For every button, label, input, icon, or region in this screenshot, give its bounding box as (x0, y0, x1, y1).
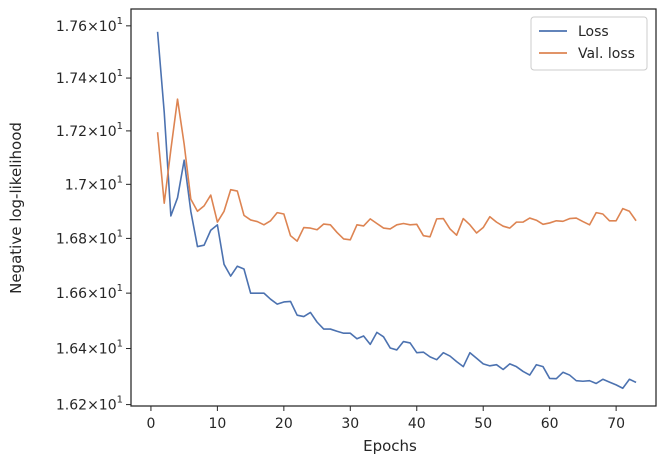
y-axis: 1.62×1011.64×1011.66×1011.68×1011.7×1011… (56, 16, 131, 414)
y-tick-base: 10 (99, 177, 117, 193)
y-tick-base: 10 (99, 19, 117, 35)
y-tick-mantissa: 1.62 (56, 398, 87, 414)
y-tick-mantissa: 1.76 (56, 19, 87, 35)
y-tick-times: × (87, 398, 99, 414)
y-axis-label: Negative log-likelihood (7, 122, 25, 294)
x-tick-label: 20 (275, 416, 293, 432)
y-tick-mantissa: 1.64 (56, 342, 87, 358)
y-tick-base: 10 (99, 231, 117, 247)
legend: Loss Val. loss (530, 16, 648, 71)
plot-marks (156, 31, 637, 390)
y-tick-label: 1.74×101 (56, 68, 123, 87)
plot-frame (130, 8, 657, 407)
y-tick-exponent: 1 (117, 174, 123, 185)
y-tick-exponent: 1 (117, 228, 123, 239)
y-tick-exponent: 1 (117, 283, 123, 294)
series-line-1 (156, 31, 637, 390)
x-tick-label: 60 (541, 416, 559, 432)
y-tick-base: 10 (99, 124, 117, 140)
y-tick-exponent: 1 (117, 68, 123, 79)
y-tick-base: 10 (99, 71, 117, 87)
x-tick-label: 50 (474, 416, 492, 432)
x-tick-label: 0 (146, 416, 155, 432)
y-tick-base: 10 (99, 342, 117, 358)
y-tick-mantissa: 1.72 (56, 124, 87, 140)
y-tick-times: × (87, 177, 99, 193)
y-tick-times: × (87, 19, 99, 35)
y-tick-label: 1.72×101 (56, 121, 123, 140)
x-tick-label: 30 (341, 416, 359, 432)
y-tick-base: 10 (99, 398, 117, 414)
y-tick-mantissa: 1.68 (56, 231, 87, 247)
y-tick-exponent: 1 (117, 121, 123, 132)
y-tick-mantissa: 1.66 (56, 286, 87, 302)
y-tick-times: × (87, 71, 99, 87)
y-tick-times: × (87, 124, 99, 140)
legend-label: Val. loss (578, 46, 635, 62)
x-tick-label: 10 (208, 416, 226, 432)
y-tick-times: × (87, 342, 99, 358)
y-tick-exponent: 1 (117, 339, 123, 350)
legend-label: Loss (578, 24, 609, 40)
y-tick-label: 1.68×101 (56, 228, 123, 247)
y-tick-mantissa: 1.74 (56, 71, 87, 87)
y-tick-label: 1.7×101 (65, 174, 123, 193)
y-tick-base: 10 (99, 286, 117, 302)
x-tick-label: 40 (408, 416, 426, 432)
y-tick-exponent: 1 (117, 16, 123, 27)
x-axis: 0 10 20 30 40 50 60 70 (146, 406, 625, 432)
y-tick-exponent: 1 (117, 395, 123, 406)
y-tick-label: 1.64×101 (56, 339, 123, 358)
y-tick-label: 1.76×101 (56, 16, 123, 35)
x-axis-label: Epochs (363, 437, 417, 455)
y-tick-label: 1.62×101 (56, 395, 123, 414)
y-tick-times: × (87, 286, 99, 302)
y-tick-mantissa: 1.7 (65, 177, 87, 193)
x-tick-label: 70 (607, 416, 625, 432)
series-line-2 (156, 98, 637, 242)
y-tick-label: 1.66×101 (56, 283, 123, 302)
y-tick-times: × (87, 231, 99, 247)
